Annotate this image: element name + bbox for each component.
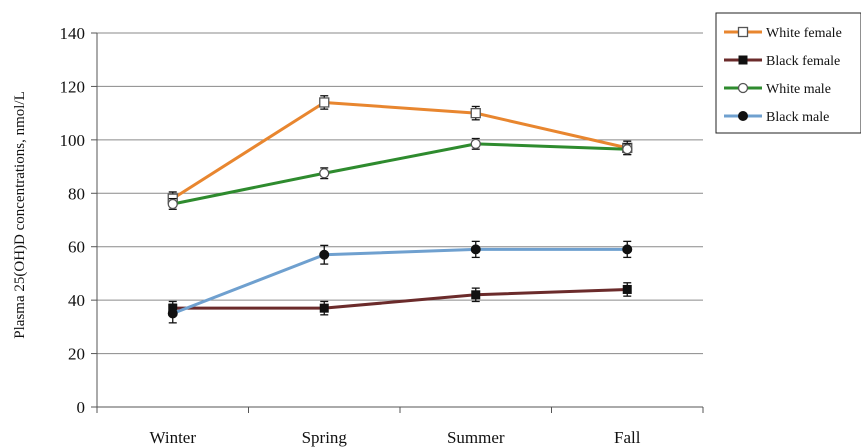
legend-item: Black female <box>724 54 840 69</box>
series-black-male <box>167 240 633 324</box>
series-line <box>172 142 628 206</box>
y-tick-label: 80 <box>68 184 85 203</box>
data-point <box>470 138 481 150</box>
y-tick-label: 140 <box>60 24 86 43</box>
series-line <box>172 247 628 315</box>
data-point <box>167 308 178 319</box>
data-point <box>319 97 330 108</box>
legend-item: Black male <box>724 110 829 125</box>
series-layer <box>167 95 633 324</box>
x-tick-label: Fall <box>614 428 641 447</box>
axes <box>91 32 704 413</box>
y-tick-label: 40 <box>68 291 85 310</box>
data-point <box>319 168 330 179</box>
legend-label: Black female <box>766 54 840 69</box>
data-point <box>738 111 748 121</box>
legend-label: White female <box>766 26 842 41</box>
y-tick-label: 20 <box>68 345 85 364</box>
data-point <box>737 26 749 38</box>
grid-lines <box>97 32 703 355</box>
legend-item: White female <box>724 26 842 41</box>
x-tick-label: Winter <box>149 428 196 447</box>
series-white-male <box>167 137 633 210</box>
x-tick-label: Summer <box>447 428 505 447</box>
x-tick-labels: Winter Spring Summer Fall <box>149 428 640 447</box>
y-tick-label: 60 <box>68 238 85 257</box>
legend: White female Black female White male Black … <box>715 12 861 134</box>
data-point <box>319 249 330 260</box>
series-line <box>171 100 628 200</box>
y-axis-label: Plasma 25(OH)D concentrations, nmol/L <box>12 91 28 338</box>
x-tick-label: Spring <box>302 428 348 447</box>
y-tick-label: 0 <box>77 398 86 417</box>
data-point <box>622 284 632 294</box>
series-line <box>172 287 628 310</box>
data-point <box>471 290 481 300</box>
data-point <box>319 303 329 313</box>
data-point <box>470 244 481 255</box>
data-point <box>622 244 633 255</box>
y-tick-labels: 0 20 40 60 80 100 120 140 <box>60 24 86 417</box>
data-point <box>167 198 178 210</box>
data-point <box>622 144 633 155</box>
legend-item: White male <box>724 82 831 97</box>
legend-label: Black male <box>766 110 829 125</box>
legend-label: White male <box>766 82 831 97</box>
y-tick-label: 120 <box>60 77 86 96</box>
series-white-female <box>167 95 633 206</box>
data-point <box>470 107 481 119</box>
data-point <box>737 82 749 94</box>
data-point <box>738 55 748 65</box>
y-tick-label: 100 <box>60 131 86 150</box>
